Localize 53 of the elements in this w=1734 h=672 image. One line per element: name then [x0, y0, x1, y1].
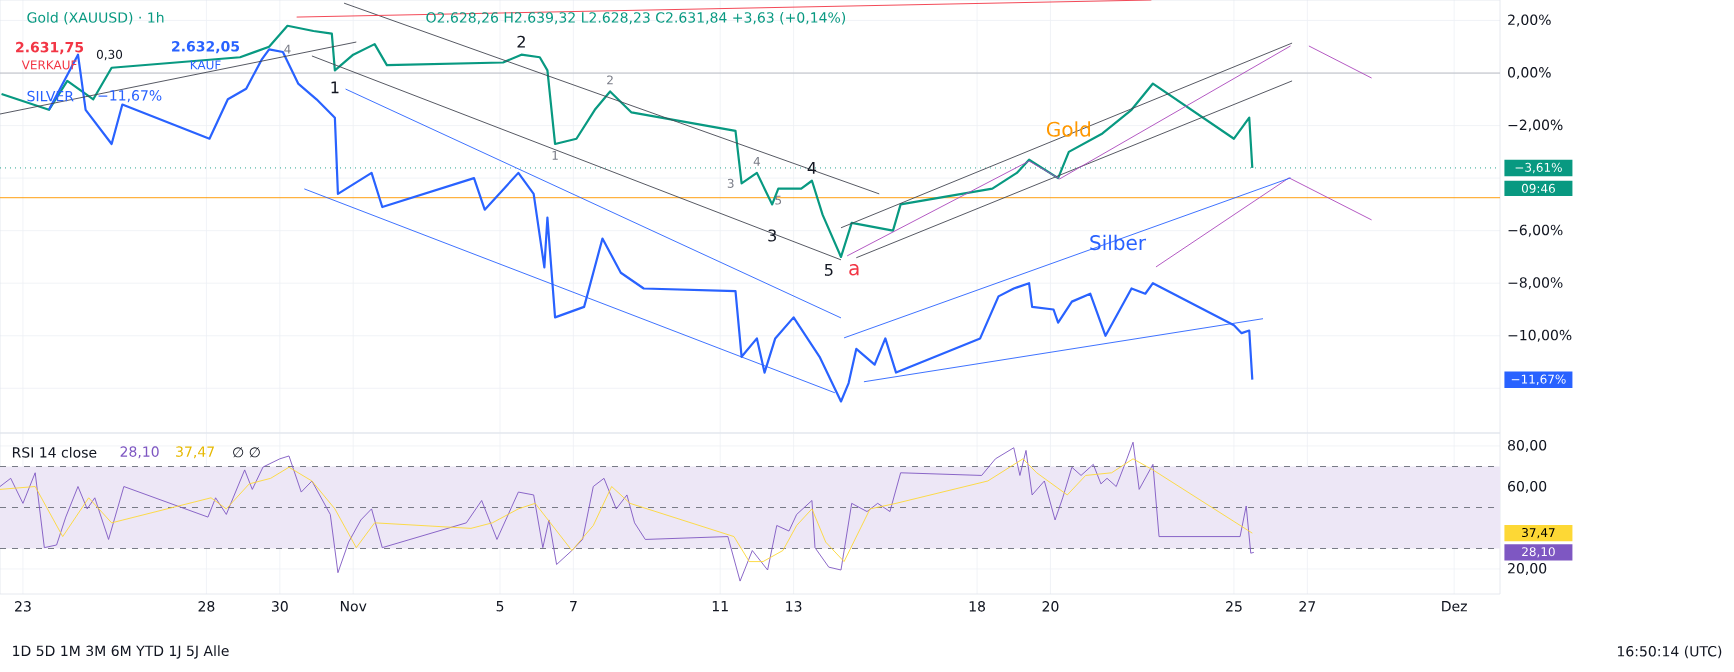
- y-tick-label: 20,00: [1508, 562, 1547, 575]
- text: −11,67%: [1511, 374, 1566, 385]
- text: −3,61%: [1515, 162, 1562, 174]
- text: Gold (XAUUSD) · 1h: [27, 11, 164, 25]
- text: 16:50:14 (UTC): [1617, 645, 1722, 659]
- annotation: 4: [284, 44, 291, 54]
- y-tick-label: −10,00%: [1508, 329, 1572, 342]
- annotation: 5: [824, 264, 833, 276]
- annotation: O2.628,26 H2.639,32 L2.628,23 C2.631,84 +3,63 (+0,14%): [426, 11, 846, 25]
- y-tick-label: 60,00: [1508, 480, 1547, 493]
- x-tick-label: 5: [496, 601, 504, 612]
- annotation: 2: [607, 75, 613, 85]
- x-tick-label: 13: [786, 601, 802, 612]
- annotation: 4: [753, 157, 761, 166]
- y-tick-label: −2,00%: [1508, 119, 1563, 132]
- annotation: 2.631,75: [16, 41, 84, 55]
- annotation: 3: [727, 178, 734, 188]
- text: RSI 14 close: [12, 446, 97, 458]
- annotation: 5: [775, 195, 782, 205]
- annotation: a: [849, 264, 859, 276]
- annotation: 3: [768, 229, 776, 242]
- annotation: 1: [552, 151, 558, 160]
- text: 37,47: [1522, 527, 1555, 539]
- y-tick-label: −6,00%: [1508, 224, 1563, 237]
- x-tick-label: 23: [15, 601, 31, 612]
- annotation: 4: [807, 162, 817, 174]
- annotation: −11,67%: [98, 90, 162, 103]
- text: 09:46: [1521, 183, 1555, 193]
- annotation: 28,10: [120, 446, 159, 459]
- annotation: ∅ ∅: [233, 447, 260, 458]
- annotation: Gold: [1046, 121, 1091, 137]
- x-tick-label: Dez: [1442, 601, 1467, 612]
- annotation: 0,30: [96, 49, 123, 61]
- annotation: 2: [517, 35, 525, 48]
- y-tick-label: 80,00: [1508, 439, 1547, 452]
- y-tick-label: 0,00%: [1508, 67, 1551, 80]
- x-tick-label: 11: [712, 601, 728, 612]
- x-tick-label: 7: [570, 601, 577, 612]
- annotation: 1: [331, 81, 339, 94]
- x-tick-label: 28: [198, 601, 215, 612]
- x-tick-label: 25: [1226, 601, 1242, 612]
- text: 28,10: [1522, 547, 1555, 558]
- text: 1D 5D 1M 3M 6M YTD 1J 5J Alle: [13, 645, 229, 659]
- x-tick-label: 18: [969, 601, 986, 612]
- x-tick-label: 30: [271, 601, 288, 612]
- annotation: 2.632,05: [172, 41, 240, 54]
- x-tick-label: Nov: [340, 601, 367, 612]
- x-tick-label: 27: [1299, 601, 1316, 612]
- y-tick-label: 2,00%: [1508, 14, 1551, 27]
- annotation: 37,47: [176, 446, 214, 459]
- y-tick-label: −8,00%: [1508, 277, 1563, 290]
- annotation: KAUF: [190, 60, 221, 70]
- x-tick-label: 20: [1042, 601, 1059, 612]
